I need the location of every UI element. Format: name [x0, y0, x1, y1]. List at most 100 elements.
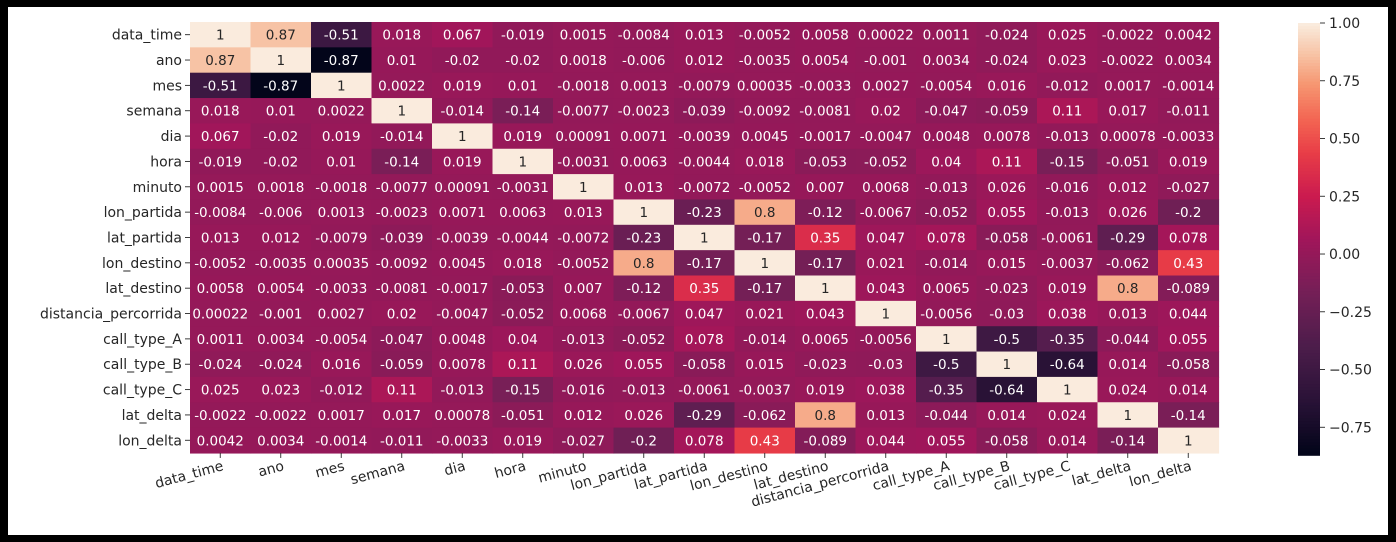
colorbar-segment	[1298, 214, 1320, 219]
heatmap-cell	[371, 22, 433, 48]
cell-value: -0.0017	[436, 281, 488, 297]
cell-value: -0.0077	[557, 104, 609, 120]
cell-value: -0.15	[505, 383, 540, 399]
heatmap-cell	[1037, 275, 1099, 302]
cell-value: 0.015	[745, 357, 784, 373]
heatmap-cell	[553, 427, 615, 454]
cell-value: 0.35	[810, 230, 840, 246]
cell-value: 0.02	[387, 307, 417, 323]
cell-value: 0.055	[927, 433, 966, 449]
cell-value: -0.0084	[618, 28, 670, 44]
heatmap-cell	[311, 47, 373, 74]
cell-value: -0.23	[687, 205, 722, 221]
heatmap-cell	[795, 224, 857, 251]
colorbar-segment	[1298, 380, 1320, 385]
colorbar-segment	[1298, 362, 1320, 367]
cell-value: 1	[760, 256, 769, 272]
cell-value: 0.018	[201, 104, 240, 120]
heatmap-cell	[674, 148, 736, 175]
colorbar-segment	[1298, 384, 1320, 388]
cell-value: 0.026	[624, 408, 663, 424]
heatmap-cell	[1097, 98, 1159, 124]
cell-value: -0.052	[924, 205, 968, 221]
colorbar-segment	[1298, 408, 1320, 413]
heatmap-cell	[916, 351, 978, 378]
heatmap-cell	[1097, 224, 1159, 251]
cell-value: 0.11	[1052, 104, 1082, 120]
cell-value: 0.016	[322, 357, 361, 373]
cell-value: 0.025	[201, 383, 240, 399]
heatmap-cell	[1097, 427, 1159, 454]
cell-value: 0.35	[689, 281, 719, 297]
cell-value: -0.0092	[739, 104, 791, 120]
heatmap-cell	[311, 22, 373, 48]
cell-value: -0.35	[1050, 332, 1085, 348]
colorbar-segment	[1298, 189, 1320, 194]
heatmap-cell	[432, 402, 494, 429]
heatmap-cell	[976, 427, 1038, 454]
heatmap-cell	[311, 123, 373, 150]
cell-value: -0.0022	[1102, 28, 1154, 44]
cell-value: 0.0058	[197, 281, 244, 297]
x-tick-label: dia	[443, 458, 468, 479]
heatmap-cell	[674, 402, 736, 429]
cell-value: -0.058	[1166, 357, 1210, 373]
cell-value: -0.64	[1050, 357, 1085, 373]
cell-value: 0.023	[1048, 53, 1087, 69]
heatmap-cell	[492, 326, 554, 353]
heatmap-cell	[1158, 98, 1220, 124]
heatmap-cell	[190, 402, 252, 429]
y-tick-label: lat_partida	[107, 230, 182, 246]
y-tick-label: lon_partida	[104, 205, 182, 221]
cell-value: -0.14	[505, 104, 540, 120]
cell-value: 0.43	[1173, 256, 1203, 272]
cell-value: 0.0078	[983, 129, 1030, 145]
colorbar-segment	[1298, 47, 1320, 52]
colorbar-segment	[1298, 433, 1320, 438]
heatmap-cell	[311, 300, 373, 327]
heatmap-cell	[916, 47, 978, 74]
cell-value: 0.0013	[318, 205, 365, 221]
heatmap-cell	[432, 427, 494, 454]
cell-value: 1	[337, 78, 346, 94]
cell-value: -0.006	[622, 53, 666, 69]
heatmap-cell	[795, 300, 857, 327]
colorbar-segment	[1298, 69, 1320, 74]
colorbar-segment	[1298, 402, 1320, 407]
colorbar-segment	[1298, 131, 1320, 135]
colorbar-segment	[1298, 93, 1320, 98]
heatmap-cell	[613, 123, 675, 150]
colorbar-segment	[1298, 442, 1320, 447]
cell-value: 0.024	[1048, 408, 1087, 424]
heatmap-cell	[855, 199, 917, 226]
heatmap-cell	[613, 427, 675, 454]
y-tick-label: dia	[161, 129, 182, 145]
cell-value: 0.8	[633, 256, 654, 272]
cell-value: 0.067	[443, 28, 482, 44]
cell-value: -0.052	[622, 332, 666, 348]
colorbar-segment	[1298, 23, 1320, 27]
colorbar-segment	[1298, 396, 1320, 401]
heatmap-cell	[1097, 351, 1159, 378]
x-tick-label: semana	[349, 458, 407, 488]
cell-value: -0.0054	[315, 332, 367, 348]
cell-value: -0.012	[1045, 78, 1089, 94]
heatmap-cell	[1158, 300, 1220, 327]
cell-value: 1	[1123, 408, 1132, 424]
cell-value: 0.024	[1108, 383, 1147, 399]
heatmap-cell	[976, 402, 1038, 429]
heatmap-cell	[1037, 326, 1099, 353]
heatmap-cell	[1097, 123, 1159, 150]
colorbar-segment	[1298, 81, 1320, 86]
colorbar-segment	[1298, 279, 1320, 283]
cell-value: -0.0052	[194, 256, 246, 272]
heatmap-cell	[795, 427, 857, 454]
colorbar-segment	[1298, 195, 1320, 200]
heatmap-cell	[250, 351, 312, 378]
heatmap-cell	[250, 224, 312, 251]
heatmap-cell	[613, 98, 675, 124]
colorbar-segment	[1298, 306, 1320, 311]
colorbar-segment	[1298, 245, 1320, 250]
colorbar-segment	[1298, 168, 1320, 172]
heatmap-cell	[795, 22, 857, 48]
